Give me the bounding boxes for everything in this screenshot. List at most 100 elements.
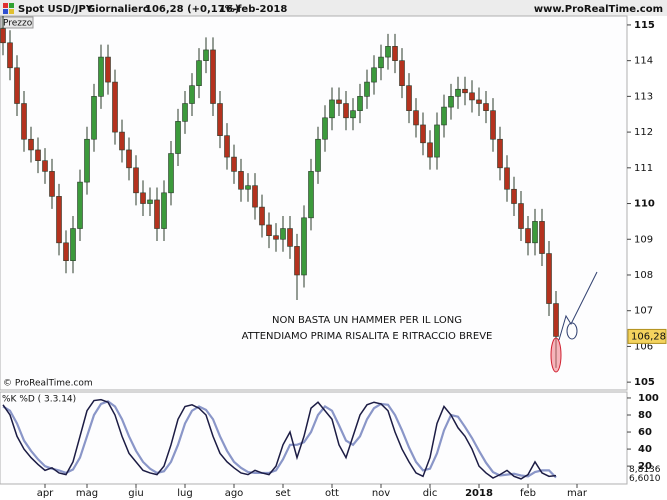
candle-body (105, 56, 111, 83)
logo (9, 3, 14, 8)
candle-body (378, 56, 384, 69)
candle-body (553, 303, 559, 337)
candle-body (98, 56, 104, 97)
candle-body (84, 138, 90, 183)
x-tick-label: ott (325, 488, 339, 499)
x-tick-label: ago (225, 488, 244, 499)
candle-body (357, 96, 363, 111)
y-tick-label: 113 (634, 91, 653, 102)
candle-body (259, 206, 265, 226)
stoch-line (2, 398, 557, 480)
projection-arrow (558, 271, 598, 341)
x-tick-label: set (275, 488, 290, 499)
candle-body (399, 60, 405, 86)
y-tick-label: 111 (634, 163, 653, 174)
logo (3, 9, 8, 14)
candle-body (63, 242, 69, 261)
y-tick-label: 105 (634, 377, 655, 388)
copyright: © ProRealTime.com (3, 379, 93, 389)
last-price-box (627, 328, 667, 344)
candle-body (427, 142, 433, 158)
candle-body (490, 110, 496, 140)
candle-body (175, 121, 181, 154)
candle-body (49, 171, 55, 197)
legend: %K %D ( 3.3.14) (2, 395, 76, 405)
candle-body (7, 42, 13, 69)
logo (3, 3, 8, 8)
candle-body (462, 88, 468, 94)
candle-body (238, 171, 244, 190)
candle-body (364, 81, 370, 97)
candle-body (385, 46, 391, 58)
pane-label: Prezzo (3, 19, 33, 29)
candle-body (203, 49, 209, 61)
x-tick-label: mar (567, 488, 588, 499)
candle-body (182, 103, 188, 122)
candle-body (280, 228, 286, 240)
candle-body (273, 235, 279, 240)
x-tick-label: giu (128, 488, 143, 499)
y-tick-label: 110 (634, 199, 655, 210)
candle-body (343, 103, 349, 119)
candle-body (511, 188, 517, 204)
candle-body (28, 138, 34, 151)
last-value-label: 8,8136 (629, 465, 661, 475)
highlight-ellipse (550, 337, 562, 373)
candle-body (483, 103, 489, 111)
candle-body (434, 124, 440, 158)
x-tick-label: dic (423, 488, 438, 499)
candle-body (140, 192, 146, 204)
x-tick-label: 2018 (465, 488, 493, 499)
candle-body (210, 49, 216, 104)
source: www.ProRealTime.com (534, 4, 663, 15)
pane-label-box (0, 16, 34, 29)
candle-body (371, 67, 377, 83)
y-tick-label: 106 (634, 341, 653, 352)
logo (9, 9, 14, 14)
candle-body (14, 67, 20, 104)
candle-body (336, 99, 342, 104)
marks: 105 106 107 108 109 110 111 112 113 114 115 106,28 2… (0, 16, 667, 499)
x-tick-label: lug (177, 488, 192, 499)
candle-body (287, 228, 293, 247)
candle-body (245, 185, 251, 190)
candle-body (35, 149, 41, 161)
y-tick-label: 100 (638, 393, 659, 404)
y-tick-label: 109 (634, 234, 653, 245)
candle-body (294, 246, 300, 276)
x-tick-label: mag (76, 488, 98, 499)
timeframe: Giornaliero (87, 4, 150, 15)
candle-body (406, 85, 412, 111)
y-tick-label: 60 (638, 427, 652, 438)
candle-body (266, 224, 272, 236)
candle-body (0, 28, 6, 44)
candle-body (154, 199, 160, 229)
candle-body (224, 135, 230, 158)
candle-body (525, 228, 531, 244)
candle-body (126, 149, 132, 169)
y-tick-label: 108 (634, 270, 653, 281)
title: Spot USD/JPY (18, 4, 94, 15)
candle-body (196, 60, 202, 86)
candle-body (119, 131, 125, 151)
y-tick-label: 115 (634, 20, 655, 31)
candle-body (161, 192, 167, 229)
y-tick-label: 80 (638, 410, 652, 421)
annotation: NON BASTA UN HAMMER PER IL LONG (272, 315, 462, 326)
candle-body (322, 117, 328, 140)
candle-body (448, 96, 454, 108)
last-quote: 106,28 (+0,17%) (145, 4, 239, 15)
candle-body (231, 156, 237, 172)
candle-body (147, 199, 153, 204)
candle-body (252, 185, 258, 208)
candle-body (546, 253, 552, 304)
annotation: ATTENDIAMO PRIMA RISALITA E RITRACCIO BR… (242, 331, 493, 342)
x-tick-label: apr (37, 488, 54, 499)
stoch-line (2, 400, 557, 479)
candle-body (189, 85, 195, 104)
candle-body (42, 160, 48, 172)
y-tick-label: 107 (634, 306, 653, 317)
last-price-label: 106,28 (631, 331, 666, 342)
y-tick-label: 40 (638, 444, 652, 455)
